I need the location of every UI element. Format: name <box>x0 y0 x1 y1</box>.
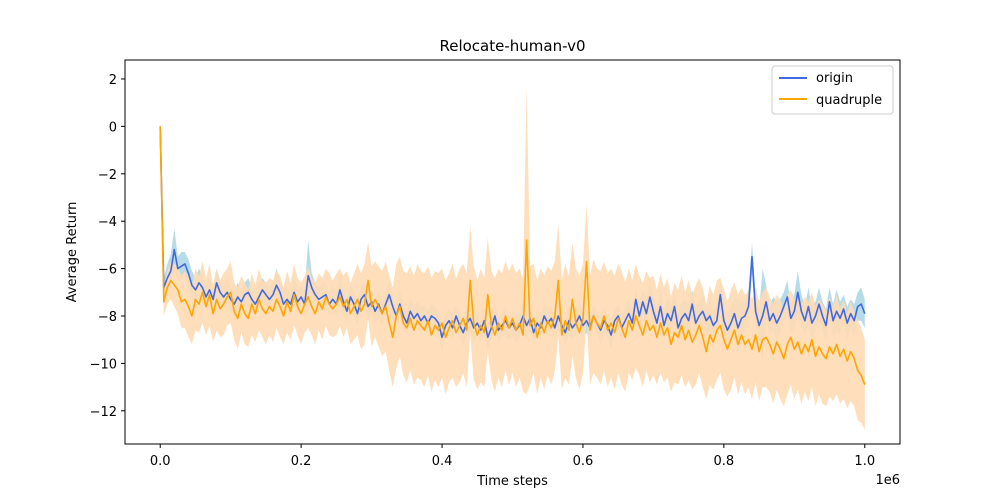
legend: origin quadruple <box>771 65 894 115</box>
legend-label-quadruple: quadruple <box>816 93 882 108</box>
x-axis-label: Time steps <box>476 474 548 489</box>
y-tick-label: 2 <box>109 73 117 88</box>
x-axis-ticks: 0.0 0.2 0.4 0.6 0.8 1.0 <box>150 444 875 469</box>
y-axis-ticks: 2 0 −2 −4 −6 −8 −10 −12 <box>90 73 125 420</box>
y-tick-label: −8 <box>98 310 117 325</box>
x-tick-label: 1.0 <box>854 454 875 469</box>
y-tick-label: −4 <box>98 215 117 230</box>
y-axis-label: Average Return <box>65 202 80 303</box>
plot-frame <box>124 59 901 445</box>
x-tick-label: 0.8 <box>714 454 735 469</box>
y-tick-label: 0 <box>109 120 117 135</box>
x-tick-label: 0.2 <box>291 454 312 469</box>
series-lines <box>159 126 866 385</box>
chart-title: Relocate-human-v0 <box>439 37 585 55</box>
band-quadruple <box>160 86 865 430</box>
x-tick-label: 0.6 <box>573 454 594 469</box>
y-tick-label: −6 <box>98 263 117 278</box>
legend-label-origin: origin <box>816 71 853 86</box>
x-tick-label: 0.4 <box>432 454 453 469</box>
line-origin <box>159 126 866 339</box>
y-tick-label: −2 <box>98 168 117 183</box>
x-tick-label: 0.0 <box>150 454 171 469</box>
x-offset-text: 1e6 <box>875 473 900 488</box>
y-tick-label: −12 <box>90 405 117 420</box>
line-quadruple <box>159 126 866 385</box>
y-tick-label: −10 <box>90 357 117 372</box>
